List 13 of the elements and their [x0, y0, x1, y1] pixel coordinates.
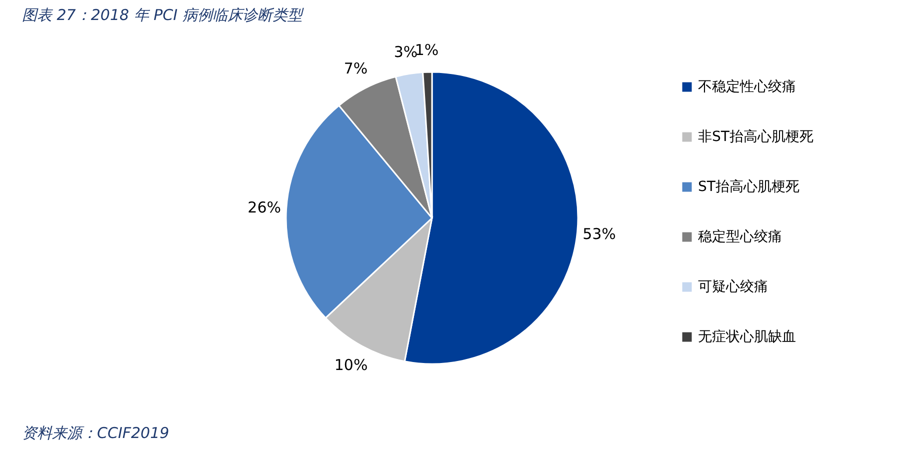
- legend-label: 无症状心肌缺血: [698, 329, 796, 345]
- legend-label: 稳定型心绞痛: [698, 229, 782, 245]
- data-label: 7%: [344, 59, 368, 78]
- legend-label: 可疑心绞痛: [698, 279, 768, 295]
- text: 资料来源：CCIF2019: [22, 424, 170, 442]
- data-label: 53%: [582, 224, 616, 243]
- legend-label: 非ST抬高心肌梗死: [698, 129, 814, 145]
- data-label: 26%: [248, 198, 282, 216]
- data-label: 10%: [334, 356, 368, 374]
- legend-label: ST抬高心肌梗死: [698, 179, 800, 195]
- chart-title: 图表 27：2018 年 PCI 病例临床诊断类型: [22, 6, 304, 24]
- legend-label: 不稳定性心绞痛: [698, 79, 796, 95]
- data-label: 3%: [394, 43, 418, 62]
